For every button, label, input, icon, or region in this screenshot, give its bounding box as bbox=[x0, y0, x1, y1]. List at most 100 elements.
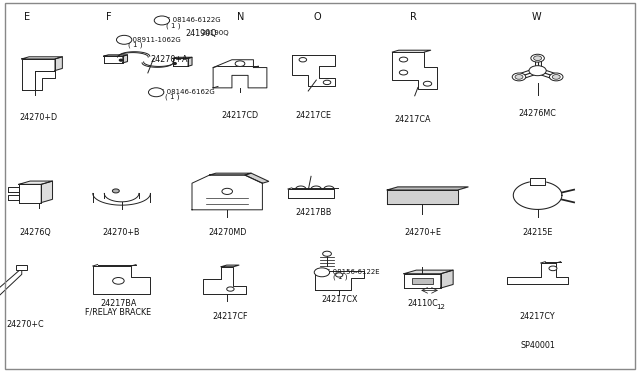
Text: N: N bbox=[122, 37, 127, 42]
Text: R: R bbox=[410, 12, 417, 22]
Polygon shape bbox=[288, 189, 334, 198]
Circle shape bbox=[299, 58, 307, 62]
Circle shape bbox=[173, 62, 176, 64]
Text: 24270+B: 24270+B bbox=[103, 228, 140, 237]
Circle shape bbox=[335, 273, 343, 277]
Circle shape bbox=[314, 268, 330, 277]
Polygon shape bbox=[0, 268, 22, 305]
Text: SP40001: SP40001 bbox=[520, 341, 555, 350]
Polygon shape bbox=[392, 52, 437, 89]
Polygon shape bbox=[315, 272, 364, 290]
Circle shape bbox=[116, 35, 132, 44]
Polygon shape bbox=[404, 274, 441, 288]
Bar bbox=[17, 265, 27, 270]
Polygon shape bbox=[19, 185, 41, 202]
Circle shape bbox=[148, 88, 164, 97]
Polygon shape bbox=[192, 175, 262, 210]
Text: 24217BA: 24217BA bbox=[100, 299, 136, 308]
Text: 24217CX: 24217CX bbox=[321, 295, 358, 304]
Circle shape bbox=[154, 16, 170, 25]
Polygon shape bbox=[173, 57, 192, 58]
Text: ( 1 ): ( 1 ) bbox=[165, 94, 180, 100]
Text: 24270+A: 24270+A bbox=[151, 55, 188, 64]
Circle shape bbox=[227, 287, 234, 291]
Text: S: S bbox=[319, 270, 324, 275]
Circle shape bbox=[512, 73, 525, 81]
Polygon shape bbox=[22, 57, 62, 59]
Text: ( 1 ): ( 1 ) bbox=[128, 41, 143, 48]
Circle shape bbox=[424, 81, 432, 86]
Polygon shape bbox=[531, 178, 545, 185]
Text: 24270MD: 24270MD bbox=[208, 228, 246, 237]
Polygon shape bbox=[203, 267, 246, 294]
Text: 24217CA: 24217CA bbox=[394, 115, 431, 124]
Polygon shape bbox=[41, 181, 52, 202]
Text: 24276Q: 24276Q bbox=[19, 228, 51, 237]
Text: 24110C: 24110C bbox=[407, 299, 438, 308]
Circle shape bbox=[399, 70, 408, 75]
Text: S: S bbox=[159, 18, 164, 23]
Text: 24276MC: 24276MC bbox=[518, 109, 557, 118]
Polygon shape bbox=[104, 56, 123, 63]
Polygon shape bbox=[392, 50, 431, 52]
Circle shape bbox=[113, 278, 124, 284]
Text: S 08146-6162G: S 08146-6162G bbox=[160, 89, 215, 95]
Circle shape bbox=[323, 80, 331, 84]
Text: S 08156-6122E: S 08156-6122E bbox=[326, 269, 380, 275]
Polygon shape bbox=[55, 57, 62, 71]
Polygon shape bbox=[209, 173, 251, 175]
Text: S 08146-6122G: S 08146-6122G bbox=[166, 17, 221, 23]
Text: N: N bbox=[237, 12, 244, 22]
Text: 24270+D: 24270+D bbox=[19, 113, 58, 122]
Circle shape bbox=[235, 61, 245, 67]
Polygon shape bbox=[8, 187, 19, 192]
Polygon shape bbox=[213, 60, 267, 88]
Circle shape bbox=[323, 251, 332, 256]
Polygon shape bbox=[22, 59, 55, 90]
Polygon shape bbox=[19, 181, 52, 185]
Text: 24217BB: 24217BB bbox=[296, 208, 332, 217]
Polygon shape bbox=[387, 187, 468, 190]
Circle shape bbox=[550, 73, 563, 81]
Circle shape bbox=[120, 59, 122, 61]
Circle shape bbox=[529, 66, 546, 76]
Circle shape bbox=[222, 188, 232, 195]
Text: W: W bbox=[531, 12, 541, 22]
Polygon shape bbox=[245, 173, 269, 183]
Text: N 08911-1062G: N 08911-1062G bbox=[125, 37, 180, 43]
Text: ( 1 ): ( 1 ) bbox=[166, 22, 181, 29]
Polygon shape bbox=[292, 55, 335, 86]
Polygon shape bbox=[123, 55, 127, 63]
Polygon shape bbox=[221, 265, 239, 267]
Text: 24190Q: 24190Q bbox=[186, 29, 218, 38]
Polygon shape bbox=[35, 71, 55, 90]
Circle shape bbox=[531, 54, 545, 62]
Circle shape bbox=[549, 266, 557, 271]
Text: 24217CE: 24217CE bbox=[296, 111, 332, 120]
Polygon shape bbox=[404, 270, 453, 274]
Polygon shape bbox=[441, 270, 453, 288]
Text: O: O bbox=[314, 12, 321, 22]
Text: 24217CD: 24217CD bbox=[221, 111, 259, 120]
Text: E: E bbox=[24, 12, 31, 22]
Circle shape bbox=[399, 57, 408, 62]
Polygon shape bbox=[387, 190, 458, 204]
Text: 24190Q: 24190Q bbox=[202, 31, 229, 36]
Text: ( 1 ): ( 1 ) bbox=[333, 274, 348, 280]
Text: F/RELAY BRACKE: F/RELAY BRACKE bbox=[85, 307, 152, 316]
Text: S: S bbox=[154, 90, 159, 95]
Polygon shape bbox=[104, 55, 127, 56]
Text: 12: 12 bbox=[436, 304, 445, 310]
Text: 24215E: 24215E bbox=[522, 228, 553, 237]
Text: F: F bbox=[106, 12, 111, 22]
Text: 24217CF: 24217CF bbox=[212, 312, 248, 321]
Circle shape bbox=[515, 75, 523, 79]
Polygon shape bbox=[8, 195, 19, 200]
Circle shape bbox=[113, 189, 119, 193]
Polygon shape bbox=[93, 266, 150, 294]
Polygon shape bbox=[188, 57, 192, 66]
Bar bbox=[412, 278, 433, 284]
Polygon shape bbox=[507, 263, 568, 285]
Text: 24217CY: 24217CY bbox=[520, 312, 556, 321]
Circle shape bbox=[534, 56, 541, 61]
